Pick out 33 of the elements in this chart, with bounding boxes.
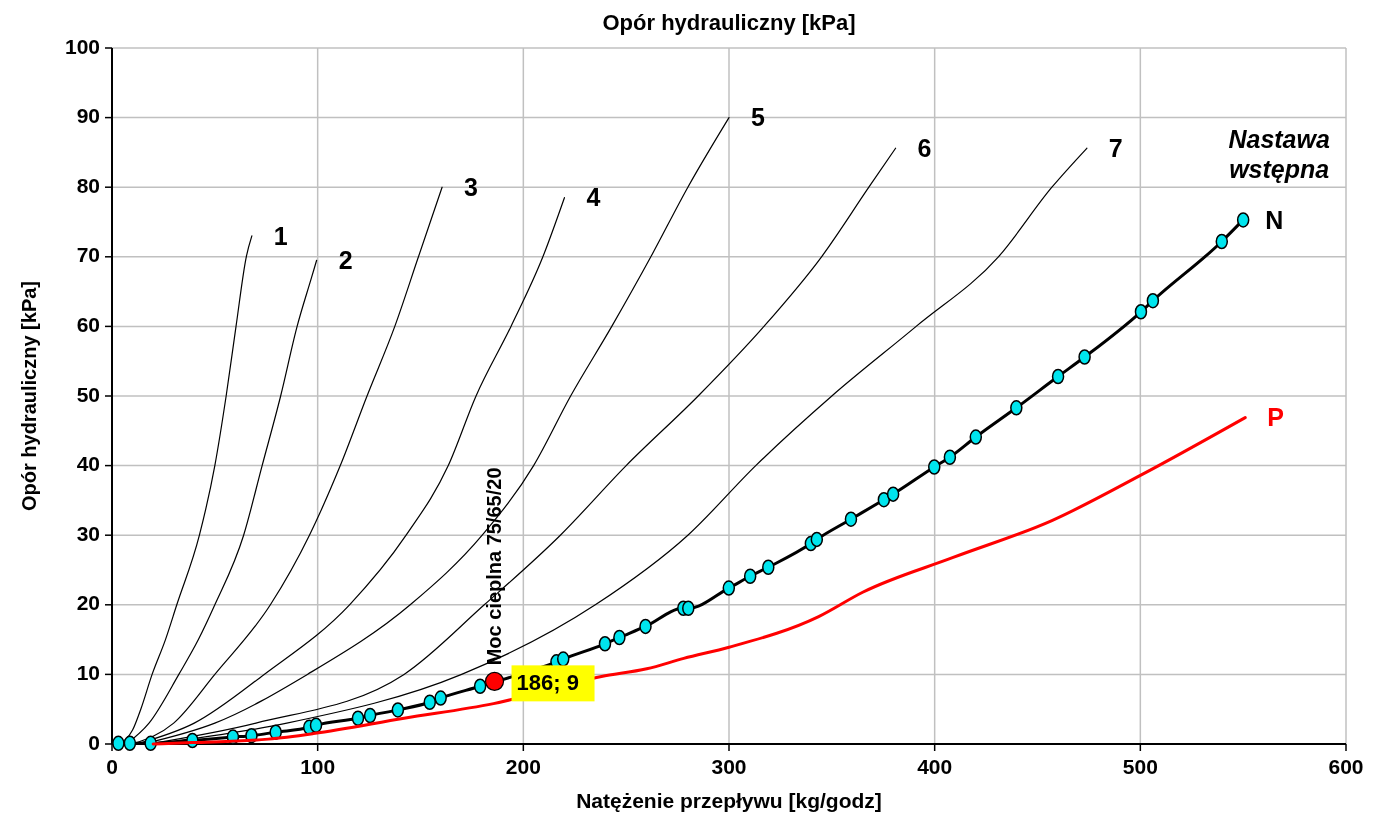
y-tick-label: 50 [76,382,100,406]
series-label: 3 [464,172,478,201]
series-label: 5 [751,103,765,132]
chart-title: Opór hydrauliczny [kPa] [602,10,856,35]
y-tick-label: 90 [76,104,100,128]
series-label: 4 [586,183,601,212]
y-tick-label: 40 [76,452,100,476]
annotation: Moc cieplna 75/65/20 [482,467,505,666]
x-tick-label: 400 [917,755,953,778]
y-tick-label: 10 [76,660,100,684]
series-label: P [1267,403,1284,432]
data-label: 186; 9 [516,670,579,696]
series-label: 6 [917,133,932,162]
x-axis-title: Natężenie przepływu [kg/godz] [576,789,882,812]
y-tick-label: 60 [76,312,100,336]
y-tick-label: 80 [76,173,100,197]
y-tick-label: 30 [76,521,100,545]
x-tick-label: 600 [1328,755,1364,778]
y-tick-label: 0 [88,730,100,754]
series-label: 2 [338,245,353,274]
x-tick-label: 0 [106,755,118,778]
series-label: N [1265,205,1284,234]
y-axis-title: Opór hydrauliczny [kPa] [18,280,40,512]
x-tick-label: 500 [1122,755,1158,778]
y-tick-label: 100 [64,34,100,58]
legend-title: Nastawa wstępna [1228,124,1330,183]
series-label: 1 [273,221,288,250]
x-tick-label: 200 [505,755,541,778]
y-tick-label: 20 [76,591,100,615]
x-tick-label: 100 [300,755,336,778]
y-tick-label: 70 [76,243,100,267]
series-label: 7 [1108,133,1123,162]
x-tick-label: 300 [711,755,747,778]
